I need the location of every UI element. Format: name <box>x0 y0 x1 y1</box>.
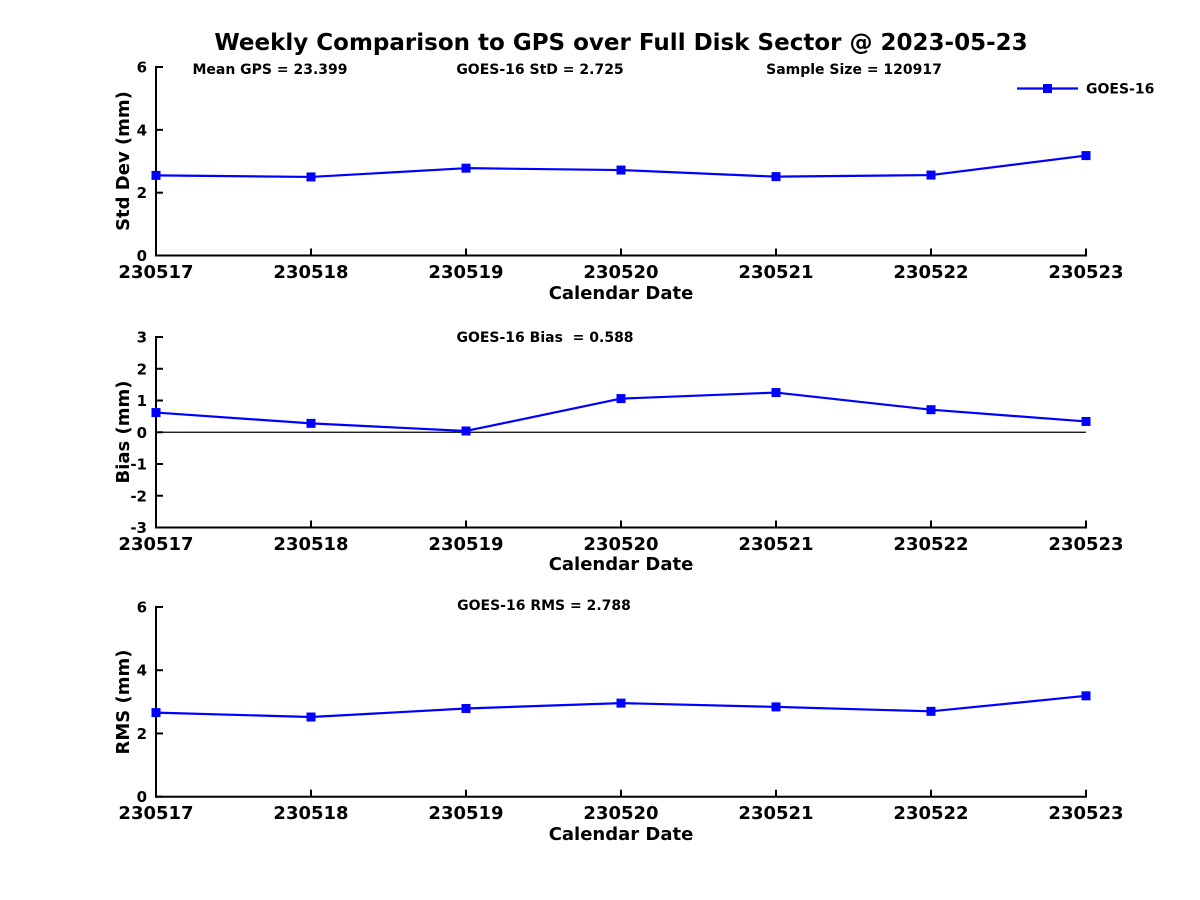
legend: GOES-16 <box>1017 82 1154 98</box>
y-tick-label: -2 <box>130 487 147 505</box>
annotation-sample-size: Sample Size = 120917 <box>766 62 942 78</box>
y-tick-label: 4 <box>137 121 147 139</box>
x-tick-label: 230519 <box>428 534 503 555</box>
data-point-marker <box>461 163 471 173</box>
x-tick-label: 230517 <box>118 803 193 824</box>
x-tick-label: 230521 <box>738 803 813 824</box>
data-point-marker <box>151 408 161 418</box>
data-point-marker <box>771 702 781 712</box>
data-point-marker <box>306 418 316 428</box>
x-tick-label: 230523 <box>1048 803 1123 824</box>
y-tick-label: 2 <box>137 184 147 202</box>
data-point-marker <box>461 703 471 713</box>
data-point-marker <box>151 170 161 180</box>
x-tick-label: 230517 <box>118 534 193 555</box>
y-tick-label: 6 <box>137 59 147 77</box>
x-tick-label: 230520 <box>583 534 658 555</box>
x-axis-label-mid: Calendar Date <box>549 554 694 575</box>
data-point-marker <box>926 706 936 716</box>
annotation-mean-gps: Mean GPS = 23.399 <box>192 62 347 78</box>
x-tick-label: 230520 <box>583 262 658 283</box>
y-axis-label-bias: Bias (mm) <box>113 381 134 484</box>
chart-1-dynamic: -3 -2 -1 0 1 2 3 230517 230518 230519 230520 230521… <box>118 329 1123 556</box>
x-tick-label: 230521 <box>738 534 813 555</box>
data-point-marker <box>926 405 936 415</box>
x-tick-label: 230523 <box>1048 534 1123 555</box>
y-tick-label: 1 <box>137 392 147 410</box>
y-tick-label: 4 <box>137 662 147 680</box>
y-tick-label: 0 <box>137 247 147 265</box>
chart-0-dynamic: 0 2 4 6 230517 230518 230519 230520 230521 230522… <box>118 59 1123 284</box>
legend-label: GOES-16 <box>1086 82 1154 98</box>
y-tick-label: 0 <box>137 788 147 806</box>
x-tick-label: 230518 <box>273 534 348 555</box>
data-point-marker <box>1081 691 1091 701</box>
y-tick-label: -3 <box>130 519 147 537</box>
data-point-marker <box>616 394 626 404</box>
data-point-marker <box>306 172 316 182</box>
data-point-marker <box>151 708 161 718</box>
y-tick-label: 6 <box>137 599 147 617</box>
data-point-marker <box>461 426 471 436</box>
x-axis-label-top: Calendar Date <box>549 283 694 304</box>
y-tick-label: 2 <box>137 725 147 743</box>
x-tick-label: 230521 <box>738 262 813 283</box>
data-point-marker <box>926 170 936 180</box>
y-tick-label: 2 <box>137 360 147 378</box>
figure-title: Weekly Comparison to GPS over Full Disk … <box>214 30 1027 56</box>
data-point-marker <box>771 388 781 398</box>
chart-2-dynamic: 0 2 4 6 230517 230518 230519 230520 230521 230522… <box>118 599 1123 825</box>
data-point-marker <box>771 172 781 182</box>
legend-square-marker-icon <box>1043 84 1052 93</box>
annotation-goes16-std: GOES-16 StD = 2.725 <box>456 62 623 78</box>
annotation-goes16-bias: GOES-16 Bias = 0.588 <box>456 330 633 346</box>
x-tick-label: 230522 <box>893 262 968 283</box>
x-axis-label-bottom: Calendar Date <box>549 824 694 845</box>
y-axis-label-stddev: Std Dev (mm) <box>113 91 134 231</box>
x-tick-label: 230518 <box>273 262 348 283</box>
x-tick-label: 230522 <box>893 803 968 824</box>
annotation-goes16-rms: GOES-16 RMS = 2.788 <box>457 598 631 614</box>
y-axis-label-rms: RMS (mm) <box>113 650 134 755</box>
y-tick-label: -1 <box>130 456 147 474</box>
x-tick-label: 230517 <box>118 262 193 283</box>
x-tick-label: 230519 <box>428 262 503 283</box>
data-point-marker <box>1081 151 1091 161</box>
y-tick-label: 0 <box>137 424 147 442</box>
x-tick-label: 230519 <box>428 803 503 824</box>
data-point-marker <box>616 165 626 175</box>
x-tick-label: 230523 <box>1048 262 1123 283</box>
x-tick-label: 230518 <box>273 803 348 824</box>
data-point-marker <box>1081 416 1091 426</box>
x-tick-label: 230520 <box>583 803 658 824</box>
y-tick-label: 3 <box>137 329 147 347</box>
data-point-marker <box>306 712 316 722</box>
data-point-marker <box>616 698 626 708</box>
x-tick-label: 230522 <box>893 534 968 555</box>
